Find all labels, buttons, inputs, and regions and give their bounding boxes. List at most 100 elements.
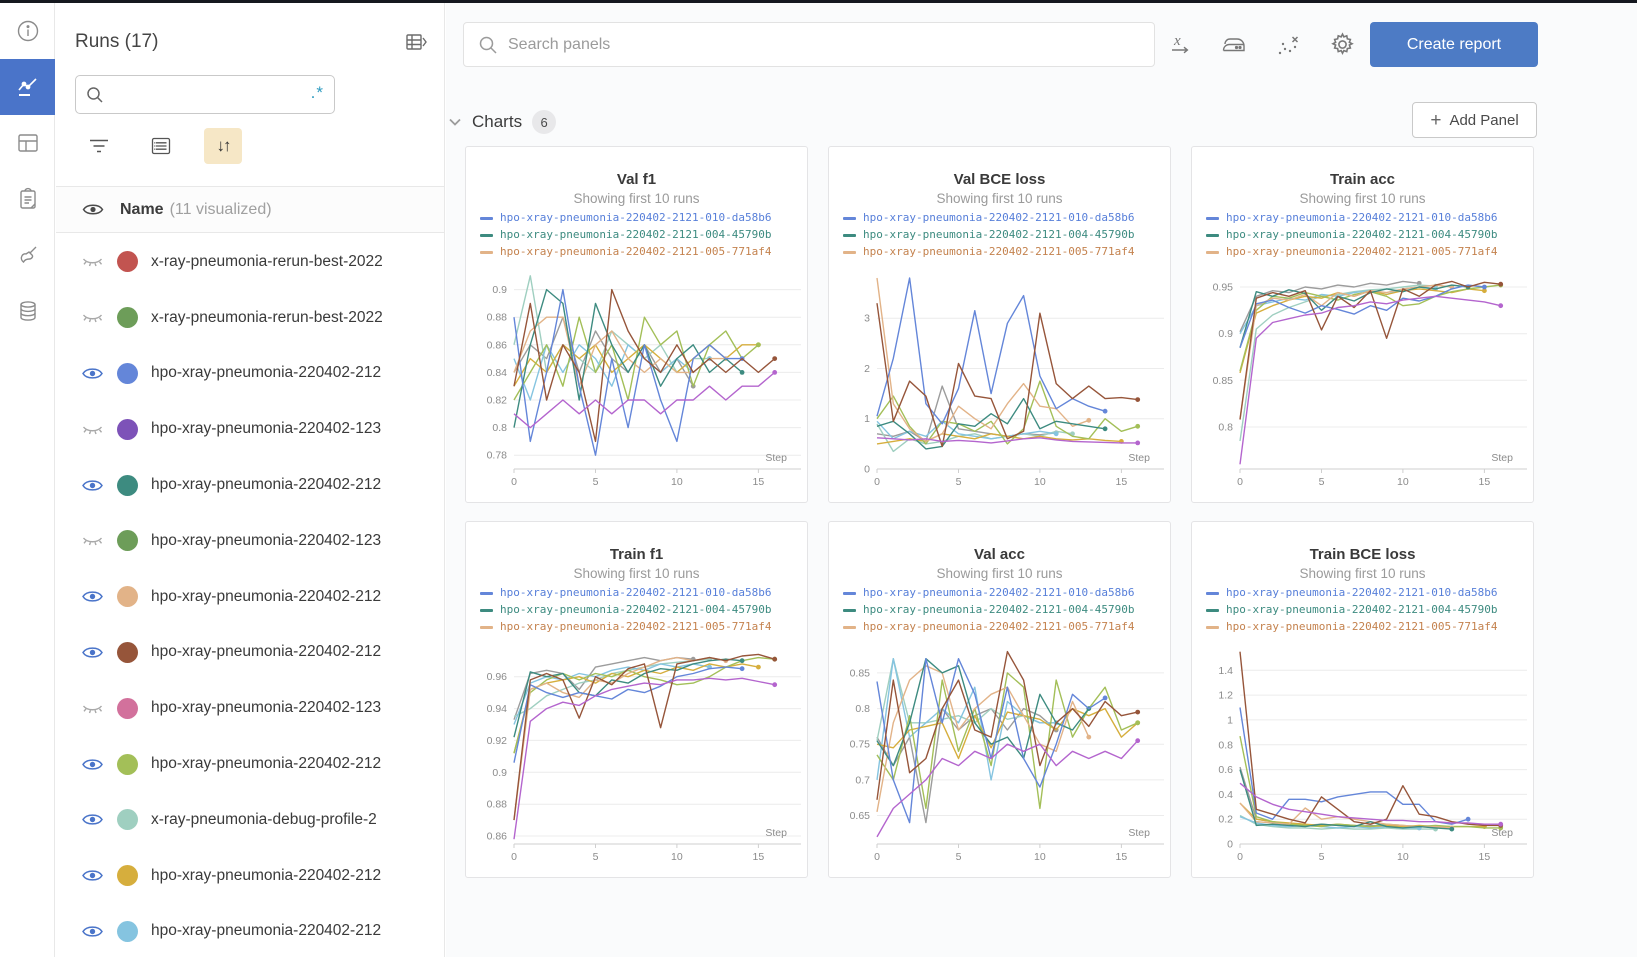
legend-run-name[interactable]: hpo-xray-pneumonia-220402-2121-010-da58b…: [863, 211, 1135, 224]
runs-list-header[interactable]: Name (11 visualized): [56, 186, 444, 233]
logs-clipboard-icon[interactable]: [0, 171, 55, 227]
chart-subtitle: Showing first 10 runs: [1299, 191, 1426, 206]
visibility-eye-icon[interactable]: [80, 644, 104, 660]
legend-run-name[interactable]: hpo-xray-pneumonia-220402-2121-010-da58b…: [1226, 586, 1498, 599]
run-row[interactable]: hpo-xray-pneumonia-220402-212: [56, 457, 444, 513]
legend-run-name[interactable]: hpo-xray-pneumonia-220402-2121-005-771af…: [863, 620, 1135, 632]
legend-run-name[interactable]: hpo-xray-pneumonia-220402-2121-010-da58b…: [863, 586, 1135, 599]
visibility-eye-icon[interactable]: [80, 589, 104, 605]
visibility-eye-icon[interactable]: [80, 923, 104, 939]
legend-run-name[interactable]: hpo-xray-pneumonia-220402-2121-005-771af…: [1226, 245, 1498, 257]
legend-run-name[interactable]: hpo-xray-pneumonia-220402-2121-005-771af…: [500, 245, 772, 257]
sweeps-brush-icon[interactable]: [0, 227, 55, 283]
regex-toggle-icon[interactable]: .*: [310, 82, 324, 102]
window-top-edge: [0, 0, 1637, 3]
legend-run-name[interactable]: hpo-xray-pneumonia-220402-2121-004-45790…: [863, 228, 1135, 241]
expand-runs-table-icon[interactable]: [405, 32, 427, 52]
run-row[interactable]: hpo-xray-pneumonia-220402-212: [56, 904, 444, 957]
legend-run-name[interactable]: hpo-xray-pneumonia-220402-2121-004-45790…: [1226, 603, 1498, 616]
run-row[interactable]: x-ray-pneumonia-rerun-best-2022: [56, 290, 444, 346]
artifacts-database-icon[interactable]: [0, 283, 55, 339]
legend-run-name[interactable]: hpo-xray-pneumonia-220402-2121-005-771af…: [500, 620, 772, 632]
run-name[interactable]: x-ray-pneumonia-debug-profile-2: [151, 810, 377, 828]
runs-search-input[interactable]: [104, 86, 311, 103]
chart-subtitle: Showing first 10 runs: [936, 566, 1063, 581]
legend-run-name[interactable]: hpo-xray-pneumonia-220402-2121-005-771af…: [1226, 620, 1498, 632]
chart-panel[interactable]: Train acc Showing first 10 runs hpo-xray…: [1191, 146, 1534, 503]
legend-run-name[interactable]: hpo-xray-pneumonia-220402-2121-010-da58b…: [500, 586, 772, 599]
run-row[interactable]: hpo-xray-pneumonia-220402-212: [56, 569, 444, 625]
run-row[interactable]: hpo-xray-pneumonia-220402-123: [56, 513, 444, 569]
chart-panel[interactable]: Val f1 Showing first 10 runs hpo-xray-pn…: [465, 146, 808, 503]
run-row[interactable]: hpo-xray-pneumonia-220402-123: [56, 401, 444, 457]
charts-workspace-icon[interactable]: [0, 59, 55, 115]
legend-run-name[interactable]: hpo-xray-pneumonia-220402-2121-010-da58b…: [500, 211, 772, 224]
legend-run-name[interactable]: hpo-xray-pneumonia-220402-2121-004-45790…: [500, 228, 772, 241]
run-name[interactable]: x-ray-pneumonia-rerun-best-2022: [151, 252, 383, 270]
add-panel-button[interactable]: + Add Panel: [1412, 102, 1537, 138]
visibility-eye-icon[interactable]: [80, 254, 104, 270]
legend-run-name[interactable]: hpo-xray-pneumonia-220402-2121-004-45790…: [863, 603, 1135, 616]
run-row[interactable]: x-ray-pneumonia-debug-profile-2: [56, 792, 444, 848]
visibility-eye-icon[interactable]: [80, 700, 104, 716]
chart-panel[interactable]: Train BCE loss Showing first 10 runs hpo…: [1191, 521, 1534, 878]
visibility-eye-icon[interactable]: [80, 365, 104, 381]
overview-info-icon[interactable]: [0, 3, 55, 59]
group-list-icon[interactable]: [142, 128, 180, 164]
run-name[interactable]: hpo-xray-pneumonia-220402-212: [151, 922, 382, 940]
run-name[interactable]: hpo-xray-pneumonia-220402-212: [151, 755, 382, 773]
run-name[interactable]: hpo-xray-pneumonia-220402-123: [151, 531, 382, 549]
filter-icon[interactable]: [80, 128, 118, 164]
run-row[interactable]: hpo-xray-pneumonia-220402-212: [56, 848, 444, 904]
run-name[interactable]: x-ray-pneumonia-rerun-best-2022: [151, 308, 383, 326]
sort-icon[interactable]: ↓↑: [204, 128, 242, 164]
x-axis-settings-icon[interactable]: x: [1166, 31, 1194, 59]
chart-legend: hpo-xray-pneumonia-220402-2121-010-da58b…: [843, 586, 1170, 632]
panel-search-input[interactable]: [508, 35, 1140, 54]
legend-run-name[interactable]: hpo-xray-pneumonia-220402-2121-004-45790…: [500, 603, 772, 616]
run-name[interactable]: hpo-xray-pneumonia-220402-123: [151, 699, 382, 717]
charts-section-header[interactable]: Charts 6: [448, 110, 557, 134]
outliers-scatter-icon[interactable]: [1274, 31, 1302, 59]
run-name[interactable]: hpo-xray-pneumonia-220402-212: [151, 476, 382, 494]
run-color-dot: [117, 641, 138, 663]
run-row[interactable]: hpo-xray-pneumonia-220402-123: [56, 680, 444, 736]
visibility-eye-icon[interactable]: [80, 756, 104, 772]
run-name[interactable]: hpo-xray-pneumonia-220402-212: [151, 364, 382, 382]
visibility-eye-icon[interactable]: [80, 421, 104, 437]
legend-run-name[interactable]: hpo-xray-pneumonia-220402-2121-004-45790…: [1226, 228, 1498, 241]
visibility-eye-icon[interactable]: [80, 812, 104, 828]
table-icon[interactable]: [0, 115, 55, 171]
chart-panel[interactable]: Val acc Showing first 10 runs hpo-xray-p…: [828, 521, 1171, 878]
chart-panel[interactable]: Val BCE loss Showing first 10 runs hpo-x…: [828, 146, 1171, 503]
settings-gear-icon[interactable]: [1328, 31, 1356, 59]
run-row[interactable]: hpo-xray-pneumonia-220402-212: [56, 736, 444, 792]
run-name[interactable]: hpo-xray-pneumonia-220402-212: [151, 587, 382, 605]
create-report-button[interactable]: Create report: [1370, 22, 1538, 67]
run-name[interactable]: hpo-xray-pneumonia-220402-123: [151, 420, 382, 438]
run-row[interactable]: hpo-xray-pneumonia-220402-212: [56, 346, 444, 402]
svg-text:0: 0: [1227, 839, 1233, 851]
visibility-eye-icon[interactable]: [80, 533, 104, 549]
svg-text:0.7: 0.7: [855, 774, 870, 786]
visibility-eye-icon[interactable]: [80, 868, 104, 884]
run-name[interactable]: hpo-xray-pneumonia-220402-212: [151, 866, 382, 884]
run-row[interactable]: x-ray-pneumonia-rerun-best-2022: [56, 234, 444, 290]
svg-text:0.65: 0.65: [850, 810, 871, 822]
visibility-eye-icon[interactable]: [80, 477, 104, 493]
chart-panel[interactable]: Train f1 Showing first 10 runs hpo-xray-…: [465, 521, 808, 878]
legend-run-name[interactable]: hpo-xray-pneumonia-220402-2121-005-771af…: [863, 245, 1135, 257]
visibility-eye-icon[interactable]: [80, 310, 104, 326]
run-name[interactable]: hpo-xray-pneumonia-220402-212: [151, 643, 382, 661]
legend-swatch: [480, 251, 493, 254]
svg-text:x: x: [1173, 33, 1181, 49]
run-row[interactable]: hpo-xray-pneumonia-220402-212: [56, 625, 444, 681]
legend-run-name[interactable]: hpo-xray-pneumonia-220402-2121-010-da58b…: [1226, 211, 1498, 224]
smoothing-iron-icon[interactable]: [1220, 31, 1248, 59]
